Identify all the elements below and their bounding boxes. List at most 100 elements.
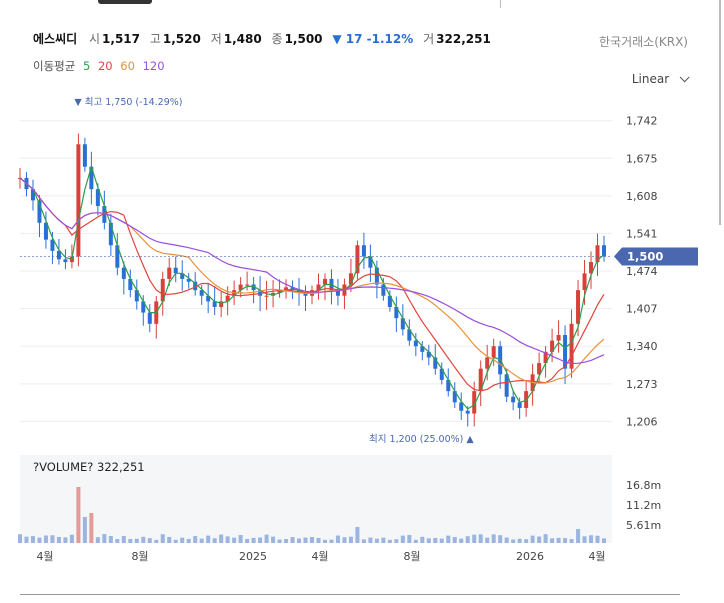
candle-body [173,267,178,274]
candle-body [193,281,198,291]
volume-bar [433,537,438,543]
candle-body [37,200,42,223]
volume-bar [361,539,366,543]
low-value: 1,480 [223,32,262,46]
volume-bar [439,538,444,543]
candle-body [465,410,470,414]
volume-bar [400,535,405,543]
y-tick-label: 1,340 [626,340,658,353]
volume-bar [582,536,587,543]
volume-bar [387,539,392,543]
volume-bar [394,539,399,543]
volume-bar [407,534,412,543]
ma60-line [19,177,605,384]
volume-bar [368,537,373,543]
y-tick-label: 1,407 [626,303,658,316]
volume-bar [219,534,224,543]
volume-bar [271,536,276,543]
candle-body [212,301,217,307]
candle-body [491,346,496,358]
candle-body [284,287,289,291]
ma-120[interactable]: 120 [142,59,165,73]
y-tick-label: 1,273 [626,378,658,391]
volume-bar [193,536,198,543]
moving-average-legend: 이동평균 5 20 60 120 [33,58,169,74]
candle-body [426,351,431,358]
volume-bar [284,539,289,543]
candle-body [56,250,61,260]
candle-body [76,144,81,257]
volume-bar [251,537,256,543]
volume-bar [232,537,237,543]
right-border [719,0,721,225]
candle-body [576,290,581,324]
max-price-annotation: ▼ 최고 1,750 (-14.29%) [74,97,182,108]
candle-body [147,312,152,324]
volume-bar [381,537,386,543]
candle-body [348,273,353,285]
volume-bar [154,539,159,543]
ma120-line [19,177,605,365]
volume-bar [50,535,55,543]
volume-bar [413,539,418,543]
quote-header: 에스씨디 시 1,517 고 1,520 저 1,480 종 1,500 ▼ 17 -1… [33,30,497,47]
volume-bar [426,538,431,543]
volume-bar [465,536,470,543]
volume-bar [56,536,61,543]
candle-body [374,267,379,285]
volume-bar [485,537,490,543]
candle-body [595,245,600,263]
current-price-label: 1,500 [627,249,663,263]
x-tick-label: 2025 [239,550,267,563]
volume-bar [173,539,178,543]
volume-value: 322,251 [436,32,491,46]
candle-body [277,290,282,293]
volume-bar [76,487,81,543]
volume-bar [95,537,100,543]
volume-bar [18,534,22,543]
volume-bar [258,537,263,543]
volume-bar [556,537,561,543]
candle-body [128,278,133,291]
volume-bar [43,535,48,543]
candle-body [199,290,204,296]
scale-dropdown[interactable]: Linear [631,72,690,86]
volume-bar [186,538,191,543]
candle-body [82,144,87,167]
candle-body [186,278,191,282]
change-value: ▼ 17 -1.12% [332,32,414,46]
ma-20[interactable]: 20 [97,59,113,73]
close-label: 종 [271,32,283,46]
x-tick-label: 2026 [516,550,544,563]
x-tick-label: 4월 [311,550,328,563]
open-label: 시 [89,32,101,46]
volume-bar [530,535,535,543]
volume-bar [420,536,425,543]
candle-body [602,245,606,257]
low-label: 저 [210,32,222,46]
volume-bar [459,538,464,543]
high-value: 1,520 [162,32,201,46]
volume-bar [303,537,308,543]
volume-bar [24,536,29,543]
scale-mode: Linear [631,72,670,86]
ma-60[interactable]: 60 [120,59,135,73]
volume-bar [310,536,314,543]
candle-body [335,290,340,296]
volume-bar [452,537,457,543]
candle-body [452,391,457,403]
candle-body [219,301,224,307]
candle-body [556,335,561,341]
volume-bar [511,539,516,543]
candle-body [251,284,256,291]
volume-bar [264,534,269,543]
candle-body [381,284,386,296]
volume-bar [517,538,522,543]
candle-body [303,292,308,296]
current-price-tag [614,247,698,266]
y-tick-label: 1,206 [626,415,658,428]
candle-body [589,262,594,274]
volume-bar [115,539,120,543]
ma-5[interactable]: 5 [82,59,91,73]
